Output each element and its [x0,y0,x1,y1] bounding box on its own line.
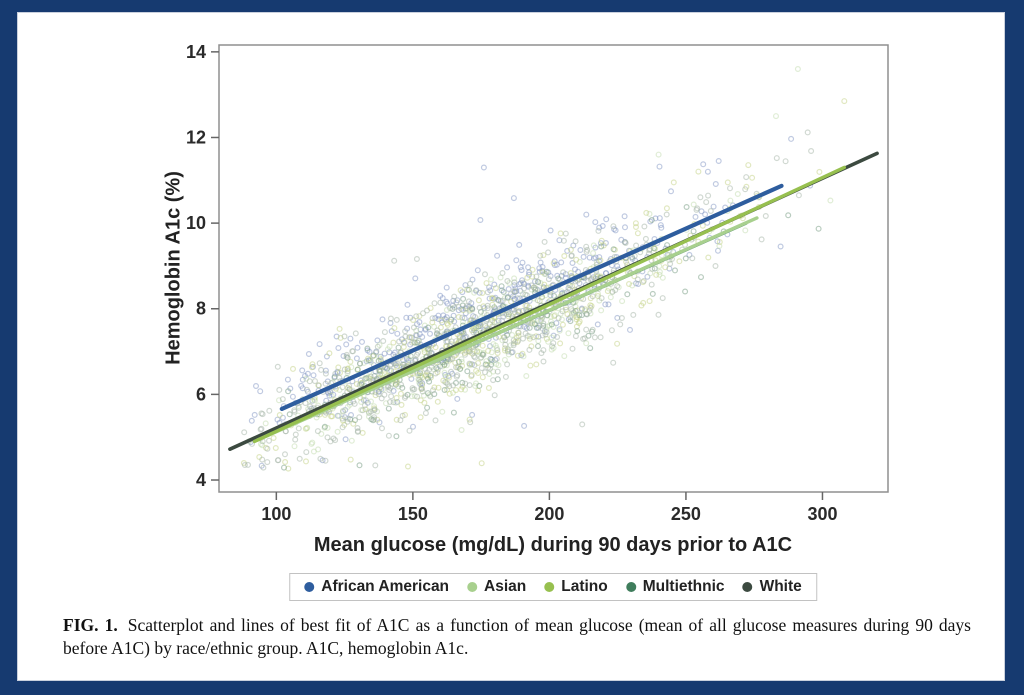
legend-marker-icon [742,582,753,592]
x-tick-label: 150 [398,504,428,524]
figure-caption-label: FIG. 1. [63,615,118,635]
x-axis-title: Mean glucose (mg/dL) during 90 days prio… [313,534,793,556]
legend-marker-icon [625,582,636,592]
legend-item-asian: Asian [467,578,526,596]
y-tick-label: 4 [196,470,206,490]
outlier-point [655,151,662,158]
plot-frame [218,44,889,493]
legend-item-african-american: African American [304,578,449,596]
y-tick-label: 10 [186,213,206,233]
y-tick-label: 14 [186,42,206,62]
y-axis-title: Hemoglobin A1c (%) [162,171,185,365]
scatter-cloud [240,66,848,472]
x-tick-label: 200 [534,504,564,524]
scatterplot-svg: 100 150 200 250 300 4 6 8 10 12 14 [186,42,889,524]
figure-caption-text: Scatterplot and lines of best fit of A1C… [63,615,971,658]
fit-line-african-american [279,183,784,412]
outlier-point [841,98,848,105]
fit-line-latino [252,165,847,444]
legend-item-latino: Latino [544,578,608,596]
x-tick-label: 250 [671,504,701,524]
legend-label: Latino [561,578,608,595]
legend-marker-icon [544,582,555,592]
legend-marker-icon [304,582,315,592]
legend-label: White [759,578,802,595]
outlier-point [794,66,801,73]
legend-label: African American [321,578,450,595]
legend-label: Multiethnic [642,578,725,595]
outlier-point [772,113,779,120]
legend: African American Asian Latino Multiethnic Wh… [289,573,817,601]
outlier-point [715,157,722,164]
legend-item-white: White [742,578,802,596]
legend-label: Asian [484,578,527,595]
figure-panel: Hemoglobin A1c (%) 100 150 200 250 300 4 6 8 10 1… [17,12,1005,681]
y-tick-label: 8 [196,299,206,319]
y-tick-label: 6 [196,384,206,404]
x-tick-label: 100 [261,504,291,524]
outlier-point [322,457,329,464]
y-tick-label: 12 [186,127,206,147]
figure-caption: FIG. 1. Scatterplot and lines of best fit… [63,614,971,660]
legend-item-multiethnic: Multiethnic [625,578,725,596]
legend-marker-icon [467,582,478,592]
x-tick-label: 300 [807,504,837,524]
outlier-point [480,164,487,171]
outlier-point [579,421,586,428]
